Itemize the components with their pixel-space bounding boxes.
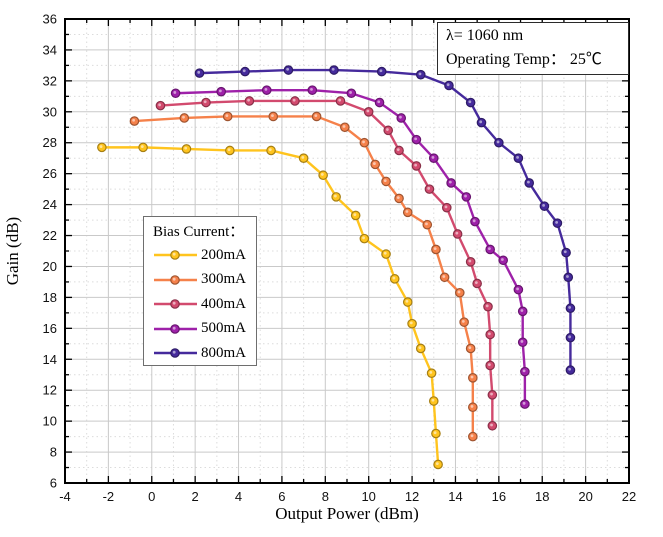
legend-swatch-300mA xyxy=(154,274,197,285)
y-tick-label: 18 xyxy=(43,290,57,305)
x-tick-label: 10 xyxy=(361,489,375,504)
x-tick-labels: -4 -2 0 2 4 6 8 10 12 14 16 18 20 22 xyxy=(59,489,636,504)
legend-item-300mA: 300mA xyxy=(153,268,256,293)
y-tick-label: 6 xyxy=(50,476,57,491)
y-tick-label: 10 xyxy=(43,414,57,429)
y-tick-label: 22 xyxy=(43,228,57,243)
x-tick-label: 4 xyxy=(235,489,242,504)
x-axis-title: Output Power (dBm) xyxy=(275,504,419,523)
x-tick-label: 20 xyxy=(578,489,592,504)
x-tick-label: 16 xyxy=(492,489,506,504)
legend-item-800mA: 800mA xyxy=(153,341,256,366)
legend-swatch-500mA xyxy=(154,323,197,334)
series-500mA xyxy=(170,85,530,409)
legend-item-200mA: 200mA xyxy=(153,243,256,268)
series-800mA xyxy=(194,65,576,375)
x-tick-label: 2 xyxy=(192,489,199,504)
x-tick-label: 18 xyxy=(535,489,549,504)
legend-label-800mA: 800mA xyxy=(201,344,246,361)
y-tick-label: 28 xyxy=(43,135,57,150)
legend-label-400mA: 400mA xyxy=(201,295,246,312)
legend-title: Bias Current： xyxy=(153,224,245,240)
legend-label-200mA: 200mA xyxy=(201,246,246,263)
y-tick-labels: 6 8 10 12 14 16 18 20 22 24 26 28 30 32 34 36 xyxy=(43,12,57,491)
legend-label-300mA: 300mA xyxy=(201,271,246,288)
x-tick-label: 12 xyxy=(405,489,419,504)
y-tick-label: 32 xyxy=(43,73,57,88)
legend-item-500mA: 500mA xyxy=(153,317,256,342)
y-tick-label: 14 xyxy=(43,352,57,367)
legend-box: Bias Current： 200mA 300mA 400mA 500mA 800mA xyxy=(143,216,257,366)
legend-swatch-400mA xyxy=(154,299,197,310)
x-tick-label: -2 xyxy=(103,489,115,504)
x-tick-label: 0 xyxy=(148,489,155,504)
x-tick-label: 8 xyxy=(322,489,329,504)
x-tick-label: 22 xyxy=(622,489,636,504)
x-tick-label: 6 xyxy=(278,489,285,504)
legend-label-500mA: 500mA xyxy=(201,320,246,337)
y-tick-label: 36 xyxy=(43,12,57,27)
series-300mA xyxy=(129,111,478,442)
series-400mA xyxy=(155,96,498,431)
y-tick-label: 16 xyxy=(43,321,57,336)
x-tick-label: 14 xyxy=(448,489,462,504)
legend-swatch-800mA xyxy=(154,348,197,359)
y-tick-label: 20 xyxy=(43,259,57,274)
annotation-temperature: Operating Temp： 25℃ xyxy=(446,51,602,68)
y-tick-label: 26 xyxy=(43,166,57,181)
annotation-wavelength: λ= 1060 nm xyxy=(446,27,524,44)
y-tick-label: 12 xyxy=(43,383,57,398)
y-tick-label: 30 xyxy=(43,104,57,119)
y-tick-label: 24 xyxy=(43,197,57,212)
x-tick-label: -4 xyxy=(59,489,71,504)
annotation-box: λ= 1060 nm Operating Temp： 25℃ xyxy=(437,22,629,75)
y-tick-label: 8 xyxy=(50,445,57,460)
legend-item-400mA: 400mA xyxy=(153,292,256,317)
y-tick-label: 34 xyxy=(43,42,57,57)
legend-entries: 200mA 300mA 400mA 500mA 800mA xyxy=(153,243,256,366)
legend-swatch-200mA xyxy=(154,250,197,261)
y-axis-title: Gain (dB) xyxy=(3,216,22,286)
series-200mA xyxy=(97,142,443,470)
